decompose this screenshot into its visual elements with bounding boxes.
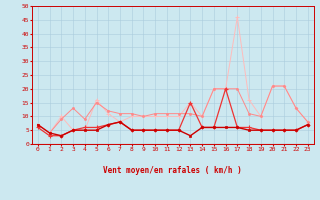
X-axis label: Vent moyen/en rafales ( km/h ): Vent moyen/en rafales ( km/h ) [103,166,242,175]
